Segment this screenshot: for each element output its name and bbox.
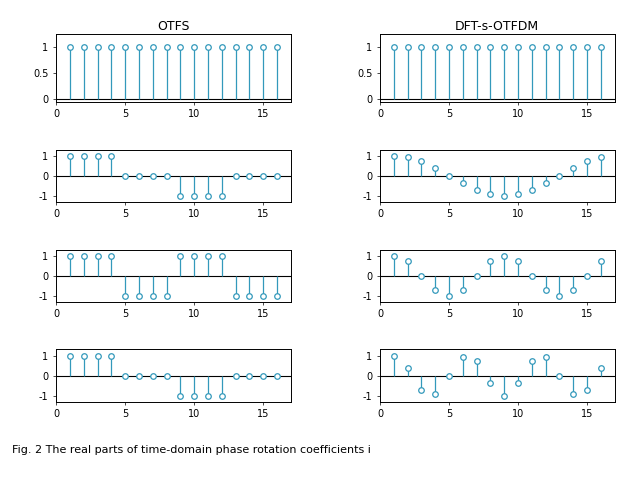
Text: Fig. 2 The real parts of time-domain phase rotation coefficients i: Fig. 2 The real parts of time-domain pha… <box>12 445 371 455</box>
Title: DFT-s-OTFDM: DFT-s-OTFDM <box>456 20 539 33</box>
Title: OTFS: OTFS <box>157 20 190 33</box>
